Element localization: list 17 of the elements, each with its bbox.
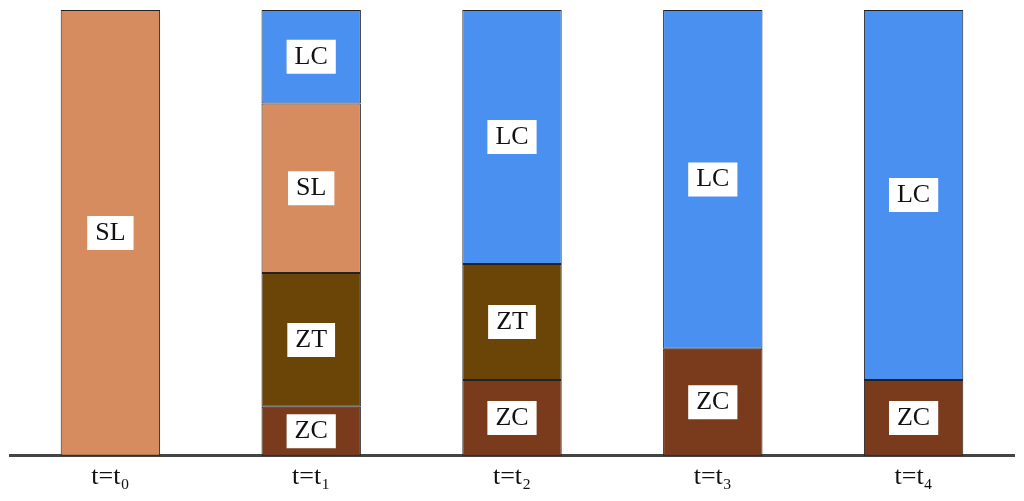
text: ZT <box>496 305 528 335</box>
series-label: ZT <box>295 323 328 353</box>
x-tick-label: t=t₀ <box>91 461 130 491</box>
text: ZC <box>696 386 730 416</box>
text: SL <box>95 216 126 246</box>
x-tick-label: t=t₁ <box>292 461 331 491</box>
text: ZC <box>896 401 931 431</box>
text: ZC <box>495 401 529 431</box>
x-tick-label: t=t₂ <box>492 461 532 491</box>
text: LC <box>495 120 529 150</box>
series-label: ZC <box>294 415 328 445</box>
text: LC <box>896 178 931 208</box>
series-label: SL <box>296 172 327 202</box>
x-tick-label: t=t₄ <box>894 461 933 491</box>
series-label: LC <box>294 40 328 70</box>
text: LC <box>696 163 730 193</box>
x-tick-label: t=t₃ <box>693 461 732 491</box>
